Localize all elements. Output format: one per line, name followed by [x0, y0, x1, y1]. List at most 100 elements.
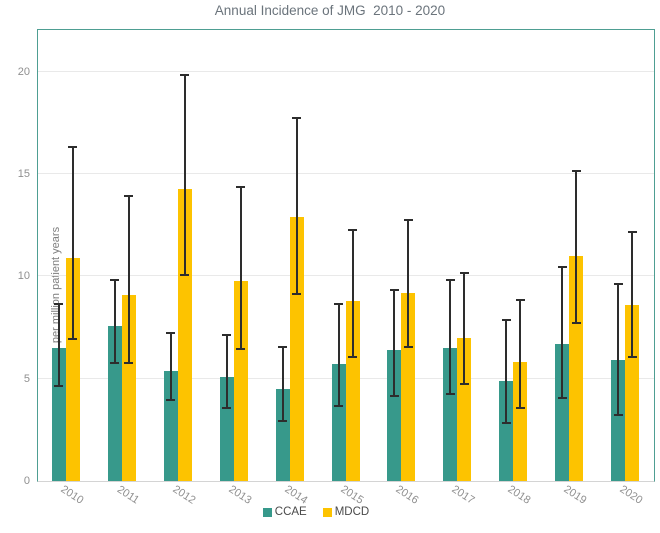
errorbar-cap-top — [222, 333, 232, 336]
errorbar-ccae-2017 — [445, 278, 455, 396]
gridline-15 — [38, 173, 654, 175]
errorbar-cap-bottom — [110, 362, 120, 365]
bar-ccae-2014 — [275, 388, 290, 481]
errorbar-cap-top — [68, 145, 78, 148]
errorbar-cap-bottom — [334, 405, 343, 408]
errorbar-line — [505, 319, 508, 424]
errorbar-ccae-2011 — [110, 278, 120, 365]
errorbar-cap-bottom — [166, 399, 176, 402]
errorbar-cap-top — [110, 278, 120, 281]
errorbar-line — [337, 303, 340, 408]
errorbar-line — [617, 282, 620, 416]
errorbar-cap-top — [613, 282, 623, 285]
errorbar-cap-bottom — [54, 384, 64, 387]
y-tick-10: 10 — [17, 270, 30, 283]
bar-ccae-2020 — [611, 360, 626, 481]
errorbar-line — [631, 231, 634, 359]
bar-mdcd-2013 — [233, 280, 248, 481]
errorbar-cap-bottom — [557, 397, 567, 400]
y-tick-20: 20 — [17, 65, 30, 78]
bar-ccae-2018 — [499, 380, 514, 481]
errorbar-line — [169, 331, 172, 402]
errorbar-cap-bottom — [613, 413, 623, 416]
errorbar-line — [561, 266, 564, 400]
bar-mdcd-2014 — [289, 217, 304, 481]
errorbar-cap-top — [236, 186, 246, 189]
errorbar-mdcd-2018 — [515, 298, 525, 410]
errorbar-cap-bottom — [501, 421, 511, 424]
bar-mdcd-2019 — [569, 256, 584, 481]
y-tick-0: 0 — [23, 475, 30, 487]
bar-ccae-2017 — [443, 348, 458, 481]
errorbar-mdcd-2017 — [459, 272, 469, 385]
errorbar-line — [295, 116, 298, 295]
bar-mdcd-2018 — [513, 362, 528, 481]
bar-mdcd-2011 — [121, 294, 136, 481]
errorbar-line — [449, 278, 452, 396]
errorbar-line — [127, 194, 130, 365]
errorbar-mdcd-2014 — [292, 116, 302, 295]
errorbar-cap-top — [459, 272, 469, 275]
errorbar-mdcd-2012 — [180, 73, 190, 277]
bar-ccae-2016 — [387, 350, 402, 481]
errorbar-cap-top — [166, 331, 176, 334]
errorbar-cap-top — [515, 298, 525, 301]
errorbar-line — [281, 346, 284, 422]
chart-title: Annual Incidence of JMG 2010 - 2020 — [214, 3, 446, 18]
errorbar-mdcd-2011 — [124, 194, 134, 365]
errorbar-line — [519, 298, 522, 410]
errorbar-line — [351, 229, 354, 359]
errorbar-cap-top — [292, 116, 302, 119]
bar-ccae-2015 — [331, 364, 346, 481]
errorbar-cap-bottom — [445, 393, 455, 396]
y-tick-5: 5 — [23, 372, 30, 385]
errorbar-cap-bottom — [222, 407, 232, 410]
legend-swatch-ccae — [262, 507, 272, 517]
errorbar-ccae-2020 — [613, 282, 623, 416]
errorbar-ccae-2019 — [557, 266, 567, 400]
legend-swatch-mdcd — [322, 507, 332, 517]
y-tick-15: 15 — [17, 168, 30, 181]
errorbar-cap-top — [54, 303, 64, 306]
errorbar-line — [463, 272, 466, 385]
errorbar-cap-bottom — [236, 348, 246, 351]
errorbar-ccae-2014 — [278, 346, 288, 422]
bar-mdcd-2010 — [65, 258, 80, 481]
errorbar-ccae-2016 — [389, 288, 399, 398]
bar-mdcd-2016 — [401, 292, 416, 481]
errorbar-cap-bottom — [292, 292, 302, 295]
errorbar-line — [57, 303, 60, 387]
errorbar-cap-top — [348, 229, 357, 232]
errorbar-cap-top — [445, 278, 455, 281]
errorbar-cap-bottom — [124, 362, 134, 365]
errorbar-cap-top — [180, 73, 190, 76]
legend-item-ccae: CCAE — [262, 506, 307, 518]
errorbar-cap-bottom — [403, 346, 413, 349]
errorbar-mdcd-2010 — [68, 145, 78, 340]
errorbar-ccae-2018 — [501, 319, 511, 424]
bar-ccae-2012 — [163, 370, 178, 481]
errorbar-cap-top — [403, 219, 413, 222]
errorbar-line — [575, 170, 578, 324]
errorbar-ccae-2010 — [54, 303, 64, 387]
errorbar-cap-top — [557, 266, 567, 269]
bar-mdcd-2012 — [177, 188, 192, 481]
errorbar-line — [407, 219, 410, 349]
errorbar-line — [225, 333, 228, 410]
gridline-20 — [38, 70, 654, 72]
errorbar-line — [113, 278, 116, 365]
bar-ccae-2013 — [219, 376, 234, 481]
errorbar-mdcd-2013 — [236, 186, 246, 351]
bar-mdcd-2020 — [625, 305, 640, 481]
errorbar-cap-top — [389, 288, 399, 291]
bar-ccae-2010 — [51, 348, 66, 481]
legend-label-ccae: CCAE — [274, 506, 307, 518]
legend-item-mdcd: MDCD — [322, 506, 369, 518]
errorbar-cap-top — [334, 303, 343, 306]
errorbar-cap-top — [627, 231, 637, 234]
errorbar-line — [71, 145, 74, 340]
gridline-10 — [38, 275, 654, 277]
errorbar-cap-top — [124, 194, 134, 197]
errorbar-ccae-2012 — [166, 331, 176, 402]
